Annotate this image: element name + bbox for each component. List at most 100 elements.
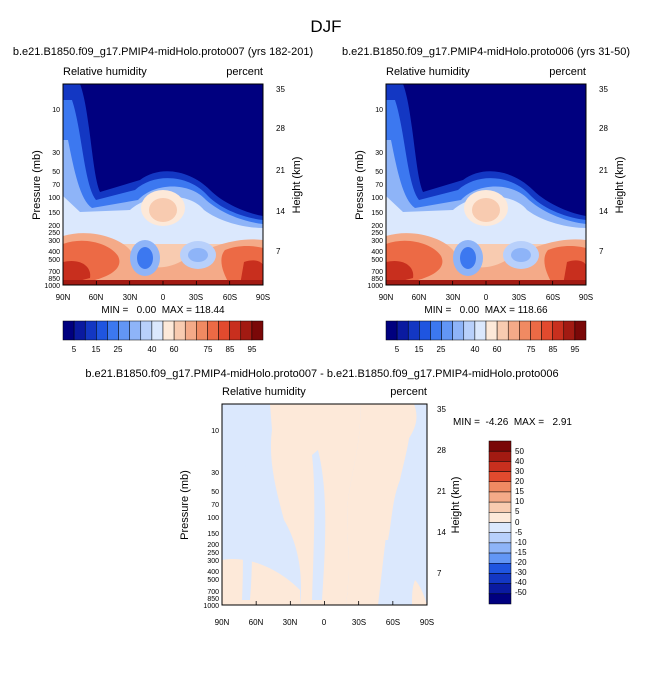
colorbar-label: 10 bbox=[515, 497, 524, 506]
y-tick-label: 250 bbox=[371, 230, 383, 237]
field-blob bbox=[472, 198, 500, 222]
x-tick-label: 0 bbox=[322, 618, 327, 627]
y-tick-label: 200 bbox=[371, 223, 383, 230]
colorbar-swatch bbox=[385, 320, 398, 341]
y-tick-label: 70 bbox=[375, 182, 383, 189]
colorbar-swatch bbox=[519, 320, 531, 341]
y-tick-label: 1000 bbox=[44, 283, 60, 290]
colorbar-swatch bbox=[251, 320, 264, 341]
colorbar-swatch bbox=[488, 512, 512, 523]
y-tick-label: 150 bbox=[207, 531, 219, 538]
y-tick-label: 200 bbox=[48, 223, 60, 230]
field-blob bbox=[563, 260, 586, 285]
x-tick-label: 30S bbox=[352, 618, 366, 627]
y-tick-label: 10 bbox=[375, 107, 383, 114]
x-tick-label: 60N bbox=[412, 293, 427, 302]
y-tick-label: 1000 bbox=[367, 283, 383, 290]
x-tick-label: 90N bbox=[379, 293, 394, 302]
panel-diff-ylabel: Pressure (mb) bbox=[179, 470, 191, 540]
panel-right-field bbox=[386, 84, 586, 285]
field-blob bbox=[240, 260, 263, 285]
y-tick-label: 70 bbox=[52, 182, 60, 189]
colorbar-swatch bbox=[496, 320, 509, 341]
panel-left-field bbox=[63, 84, 263, 285]
colorbar-label: 40 bbox=[471, 345, 480, 354]
colorbar-swatch bbox=[151, 320, 164, 341]
x-tick-label: 60S bbox=[546, 293, 560, 302]
colorbar-swatch bbox=[488, 501, 512, 513]
y-tick-label: 250 bbox=[207, 550, 219, 557]
colorbar-swatch bbox=[229, 320, 242, 341]
colorbar-swatch bbox=[107, 320, 119, 341]
y-tick-label: 200 bbox=[207, 542, 219, 549]
panel-diff: b.e21.B1850.f09_g17.PMIP4-midHolo.proto0… bbox=[85, 368, 572, 627]
y-tick-label: 700 bbox=[207, 589, 219, 596]
y-right-tick-label: 21 bbox=[437, 487, 446, 496]
panel-diff-y-ticks: 10 30 50 70 100 150 200 250 300 400 500 … bbox=[203, 428, 219, 610]
panel-right-subtitle-right: percent bbox=[549, 66, 586, 78]
field-blob bbox=[63, 100, 263, 236]
colorbar-swatches bbox=[385, 320, 587, 341]
panel-diff-subtitle-right: percent bbox=[390, 386, 427, 398]
colorbar-swatch bbox=[552, 320, 565, 341]
field-blob bbox=[386, 100, 586, 236]
colorbar-label: -30 bbox=[515, 568, 527, 577]
y-right-tick-label: 21 bbox=[276, 166, 285, 175]
y-tick-label: 30 bbox=[375, 150, 383, 157]
y-tick-label: 30 bbox=[211, 470, 219, 477]
y-right-tick-label: 14 bbox=[276, 207, 285, 216]
colorbar-swatch bbox=[396, 320, 409, 341]
colorbar-label: 15 bbox=[415, 345, 424, 354]
colorbar-label: 15 bbox=[92, 345, 101, 354]
y-right-tick-label: 7 bbox=[437, 569, 442, 578]
panel-diff-y-right-ticks: 35 28 21 14 7 bbox=[437, 405, 446, 578]
colorbar-swatch bbox=[118, 320, 130, 341]
field-blob bbox=[460, 247, 476, 269]
colorbar-label: 50 bbox=[515, 447, 524, 456]
colorbar-swatch bbox=[488, 583, 512, 595]
colorbar-swatch bbox=[474, 320, 487, 341]
colorbar-swatch bbox=[140, 320, 153, 341]
field-blob bbox=[188, 248, 208, 262]
x-tick-label: 60S bbox=[386, 618, 400, 627]
colorbar-swatch bbox=[419, 320, 431, 341]
colorbar-swatch bbox=[488, 450, 512, 462]
field-blob bbox=[346, 404, 398, 605]
y-right-tick-label: 35 bbox=[599, 85, 608, 94]
y-tick-label: 700 bbox=[371, 269, 383, 276]
colorbar-swatch bbox=[240, 320, 253, 341]
colorbar-swatch bbox=[463, 320, 476, 341]
y-right-tick-label: 14 bbox=[437, 528, 446, 537]
colorbar-label: 95 bbox=[248, 345, 257, 354]
panel-diff-minmax: MIN = -4.26 MAX = 2.91 bbox=[453, 417, 572, 428]
colorbar-label: 25 bbox=[114, 345, 123, 354]
colorbar-swatch bbox=[488, 461, 512, 472]
colorbar-swatch bbox=[452, 320, 465, 341]
y-tick-label: 700 bbox=[48, 269, 60, 276]
colorbar-swatch bbox=[488, 542, 512, 554]
field-blob bbox=[386, 260, 414, 285]
colorbar-swatch bbox=[563, 320, 576, 341]
colorbar-swatch bbox=[196, 320, 208, 341]
y-tick-label: 50 bbox=[52, 169, 60, 176]
colorbar-swatch bbox=[218, 320, 230, 341]
y-tick-label: 400 bbox=[371, 249, 383, 256]
colorbar-swatch bbox=[488, 563, 512, 574]
y-right-tick-label: 35 bbox=[276, 85, 285, 94]
x-tick-label: 30S bbox=[189, 293, 203, 302]
y-right-tick-label: 7 bbox=[276, 247, 281, 256]
x-tick-label: 0 bbox=[161, 293, 166, 302]
panel-diff-field bbox=[222, 404, 427, 605]
panel-right-subtitle-left: Relative humidity bbox=[386, 66, 470, 78]
y-tick-label: 850 bbox=[371, 276, 383, 283]
colorbar-label: 60 bbox=[170, 345, 179, 354]
panel-left-y-ticks: 10 30 50 70 100 150 200 250 300 400 500 … bbox=[44, 107, 60, 290]
colorbar-swatch bbox=[84, 320, 97, 341]
panel-right-ylabel: Pressure (mb) bbox=[354, 150, 366, 220]
colorbar-label: 75 bbox=[204, 345, 213, 354]
colorbar-label: -20 bbox=[515, 558, 527, 567]
y-tick-label: 500 bbox=[371, 257, 383, 264]
panel-left-minmax: MIN = 0.00 MAX = 118.44 bbox=[101, 305, 225, 316]
colorbar-swatch bbox=[574, 320, 587, 341]
panel-left-subtitle-left: Relative humidity bbox=[63, 66, 147, 78]
